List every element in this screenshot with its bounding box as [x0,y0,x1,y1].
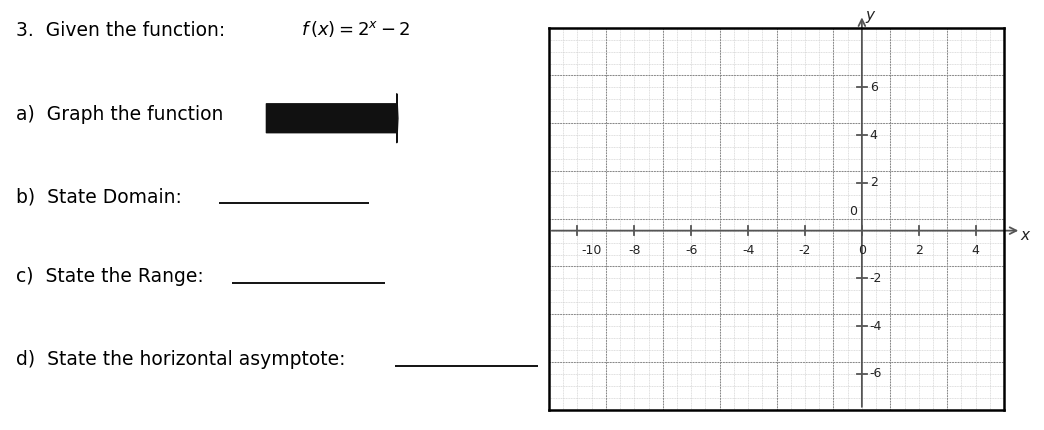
Text: d)  State the horizontal asymptote:: d) State the horizontal asymptote: [16,350,346,369]
Text: -4: -4 [870,319,882,333]
Text: b)  State Domain:: b) State Domain: [16,187,182,206]
Text: 4: 4 [972,244,979,257]
Text: -10: -10 [582,244,602,257]
Text: 4: 4 [870,129,878,141]
Text: -4: -4 [742,244,755,257]
Text: -6: -6 [870,367,882,381]
Text: 0: 0 [858,244,865,257]
Text: 3.  Given the function:: 3. Given the function: [16,22,226,40]
Text: x: x [1020,228,1029,243]
Text: -8: -8 [628,244,641,257]
Text: -6: -6 [685,244,697,257]
Text: $f\,(x) = 2^x - 2$: $f\,(x) = 2^x - 2$ [301,19,410,40]
Text: c)  State the Range:: c) State the Range: [16,267,204,286]
Text: 6: 6 [870,81,878,94]
Text: y: y [865,8,874,23]
Text: a)  Graph the function: a) Graph the function [16,105,223,124]
Text: 2: 2 [870,176,878,189]
Text: -2: -2 [799,244,811,257]
Text: -2: -2 [870,272,882,285]
Text: 0: 0 [850,205,857,218]
Text: 2: 2 [915,244,923,257]
